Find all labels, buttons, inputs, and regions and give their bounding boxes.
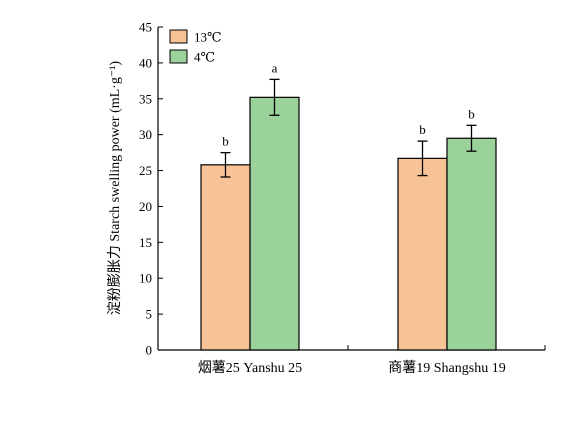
bar	[397, 157, 448, 351]
legend-label: 13℃	[194, 30, 222, 45]
bar	[249, 96, 300, 351]
significance-label: b	[419, 122, 426, 137]
y-tick-label: 45	[139, 20, 152, 35]
x-category-label: 商薯19 Shangshu 19	[388, 360, 505, 376]
y-tick-label: 35	[139, 91, 152, 106]
y-tick-label: 20	[139, 199, 152, 214]
y-tick-label: 5	[146, 307, 153, 322]
legend-label: 4℃	[194, 50, 215, 65]
significance-label: b	[468, 106, 475, 121]
y-tick-label: 25	[139, 163, 152, 178]
bars-layer: b a b b	[200, 60, 497, 351]
bar	[200, 164, 251, 351]
legend: 13℃4℃	[169, 29, 222, 65]
y-axis-label: 淀粉膨胀力 Starch swelling power (mL·g⁻¹)	[106, 61, 123, 316]
bar	[446, 137, 497, 351]
y-tick-label: 10	[139, 271, 152, 286]
legend-swatch	[169, 29, 188, 44]
axes-layer: 0 5 10 15 20 25 30 35 40 45 烟薯25 Yanshu 25 商薯19 Sha…	[139, 20, 546, 376]
y-tick-label: 40	[139, 55, 152, 70]
y-tick-label: 30	[139, 127, 152, 142]
significance-label: a	[272, 60, 278, 75]
x-category-label: 烟薯25 Yanshu 25	[198, 360, 302, 376]
y-tick-label: 15	[139, 235, 152, 250]
legend-swatch	[169, 49, 188, 64]
significance-label: b	[222, 134, 229, 149]
y-tick-label: 0	[146, 343, 153, 358]
